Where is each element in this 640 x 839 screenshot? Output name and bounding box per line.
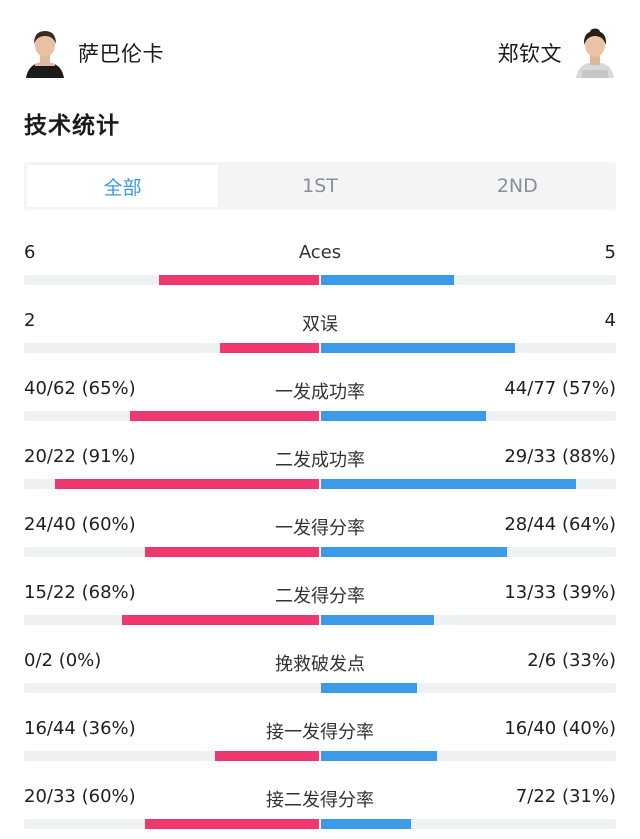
section-title: 技术统计 xyxy=(24,113,120,139)
stat-bar-track xyxy=(24,683,616,693)
tab-2nd[interactable]: 2ND xyxy=(496,175,538,197)
stat-label: 接一发得分率 xyxy=(266,722,374,743)
stat-bar-right xyxy=(321,615,434,625)
stat-bar-right xyxy=(321,275,454,285)
stat-bar-left xyxy=(145,819,319,829)
period-tabs: 全部 1ST 2ND xyxy=(24,162,616,210)
stat-right-value: 16/40 (40%) xyxy=(504,718,616,739)
stat-label: 二发成功率 xyxy=(275,450,365,471)
stat-right-value: 4 xyxy=(604,310,616,331)
stat-label: 一发得分率 xyxy=(275,518,365,539)
stats-list: 6 Aces 5 2 双误 4 40/62 (65%) 一发成功率 44/77 … xyxy=(0,226,640,838)
stat-right-value: 13/33 (39%) xyxy=(504,582,616,603)
stat-label: 一发成功率 xyxy=(275,382,365,403)
stat-row: 16/44 (36%) 接一发得分率 16/40 (40%) xyxy=(0,702,640,770)
player-left[interactable]: 萨巴伦卡 xyxy=(22,28,164,78)
stat-bar-left xyxy=(122,615,319,625)
stat-left-value: 0/2 (0%) xyxy=(24,650,102,671)
match-header: 萨巴伦卡 郑钦文 xyxy=(0,0,640,100)
stat-row: 15/22 (68%) 二发得分率 13/33 (39%) xyxy=(0,566,640,634)
stat-bar-left xyxy=(130,411,319,421)
stat-bar-left xyxy=(220,343,319,353)
stat-bar-track xyxy=(24,479,616,489)
stat-bar-track xyxy=(24,819,616,829)
stat-left-value: 20/33 (60%) xyxy=(24,786,136,807)
stat-label: 接二发得分率 xyxy=(266,790,374,811)
stat-label: Aces xyxy=(298,242,342,263)
player-right[interactable]: 郑钦文 xyxy=(498,28,619,78)
stat-left-value: 16/44 (36%) xyxy=(24,718,136,739)
stat-bar-track xyxy=(24,751,616,761)
stat-row: 2 双误 4 xyxy=(0,294,640,362)
stat-left-value: 6 xyxy=(24,242,36,263)
stat-row: 20/22 (91%) 二发成功率 29/33 (88%) xyxy=(0,430,640,498)
tab-1st[interactable]: 1ST xyxy=(302,175,338,197)
stat-right-value: 29/33 (88%) xyxy=(504,446,616,467)
stat-bar-right xyxy=(321,751,437,761)
player-name-left: 萨巴伦卡 xyxy=(78,42,164,66)
stat-left-value: 40/62 (65%) xyxy=(24,378,136,399)
stat-right-value: 5 xyxy=(604,242,616,263)
player-avatar-icon xyxy=(22,28,68,78)
player-avatar-icon xyxy=(572,28,618,78)
stat-bar-right xyxy=(321,343,515,353)
stat-bar-left xyxy=(145,547,319,557)
stat-row: 0/2 (0%) 挽救破发点 2/6 (33%) xyxy=(0,634,640,702)
stat-bar-right xyxy=(321,411,486,421)
stat-right-value: 44/77 (57%) xyxy=(504,378,616,399)
player-name-right: 郑钦文 xyxy=(497,42,562,66)
stat-left-value: 15/22 (68%) xyxy=(24,582,136,603)
stat-bar-track xyxy=(24,615,616,625)
stat-bar-right xyxy=(321,547,507,557)
stat-row: 20/33 (60%) 接二发得分率 7/22 (31%) xyxy=(0,770,640,838)
stat-label: 二发得分率 xyxy=(275,586,365,607)
stat-right-value: 2/6 (33%) xyxy=(527,650,616,671)
stat-bar-right xyxy=(321,819,411,829)
stat-row: 24/40 (60%) 一发得分率 28/44 (64%) xyxy=(0,498,640,566)
stat-row: 6 Aces 5 xyxy=(0,226,640,294)
stat-right-value: 28/44 (64%) xyxy=(504,514,616,535)
stat-bar-track xyxy=(24,343,616,353)
stat-bar-track xyxy=(24,547,616,557)
stat-right-value: 7/22 (31%) xyxy=(515,786,616,807)
stat-bar-left xyxy=(55,479,319,489)
stat-bar-right xyxy=(321,479,576,489)
stat-left-value: 2 xyxy=(24,310,36,331)
stat-label: 挽救破发点 xyxy=(275,654,365,675)
stat-bar-left xyxy=(159,275,319,285)
tab-all[interactable]: 全部 xyxy=(27,165,219,207)
stat-bar-track xyxy=(24,275,616,285)
stat-left-value: 20/22 (91%) xyxy=(24,446,136,467)
stat-label: 双误 xyxy=(302,314,338,335)
stat-bar-left xyxy=(215,751,319,761)
stat-bar-track xyxy=(24,411,616,421)
stat-bar-right xyxy=(321,683,417,693)
stat-left-value: 24/40 (60%) xyxy=(24,514,136,535)
stat-row: 40/62 (65%) 一发成功率 44/77 (57%) xyxy=(0,362,640,430)
